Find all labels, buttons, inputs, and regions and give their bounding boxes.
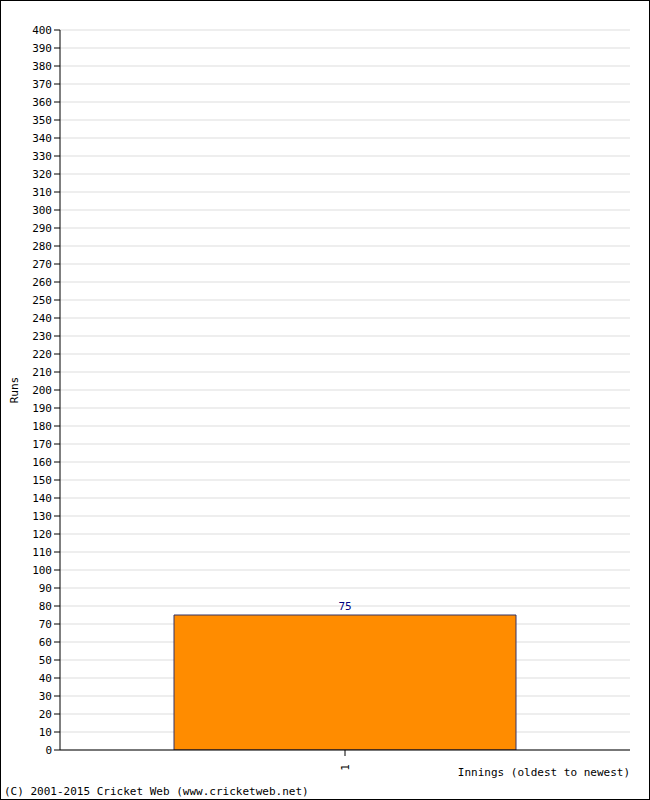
svg-text:120: 120	[32, 528, 52, 541]
svg-text:100: 100	[32, 564, 52, 577]
svg-text:1: 1	[339, 764, 352, 771]
svg-text:130: 130	[32, 510, 52, 523]
svg-text:90: 90	[39, 582, 52, 595]
svg-text:380: 380	[32, 60, 52, 73]
svg-text:140: 140	[32, 492, 52, 505]
html-text:Innings (oldest to newest): Innings (oldest to newest)	[457, 766, 630, 779]
svg-text:250: 250	[32, 294, 52, 307]
svg-text:340: 340	[32, 132, 52, 145]
svg-text:330: 330	[32, 150, 52, 163]
svg-text:240: 240	[32, 312, 52, 325]
svg-text:30: 30	[39, 690, 52, 703]
svg-text:40: 40	[39, 672, 52, 685]
svg-text:310: 310	[32, 186, 52, 199]
svg-text:210: 210	[32, 366, 52, 379]
svg-text:50: 50	[39, 654, 52, 667]
svg-text:160: 160	[32, 456, 52, 469]
svg-text:20: 20	[39, 708, 52, 721]
html-text:(C) 2001-2015 Cricket Web (www: (C) 2001-2015 Cricket Web (www.cricketwe…	[4, 785, 309, 798]
svg-text:220: 220	[32, 348, 52, 361]
svg-text:80: 80	[39, 600, 52, 613]
svg-text:280: 280	[32, 240, 52, 253]
svg-text:110: 110	[32, 546, 52, 559]
svg-text:0: 0	[45, 744, 52, 757]
svg-text:75: 75	[338, 600, 351, 613]
svg-text:260: 260	[32, 276, 52, 289]
svg-text:270: 270	[32, 258, 52, 271]
svg-text:360: 360	[32, 96, 52, 109]
svg-text:300: 300	[32, 204, 52, 217]
svg-text:180: 180	[32, 420, 52, 433]
svg-text:390: 390	[32, 42, 52, 55]
svg-text:70: 70	[39, 618, 52, 631]
svg-text:10: 10	[39, 726, 52, 739]
svg-text:350: 350	[32, 114, 52, 127]
svg-text:170: 170	[32, 438, 52, 451]
svg-text:Runs: Runs	[8, 377, 21, 404]
svg-text:320: 320	[32, 168, 52, 181]
svg-text:400: 400	[32, 24, 52, 37]
svg-text:200: 200	[32, 384, 52, 397]
svg-text:370: 370	[32, 78, 52, 91]
svg-text:190: 190	[32, 402, 52, 415]
svg-text:290: 290	[32, 222, 52, 235]
svg-text:150: 150	[32, 474, 52, 487]
svg-text:60: 60	[39, 636, 52, 649]
svg-text:230: 230	[32, 330, 52, 343]
